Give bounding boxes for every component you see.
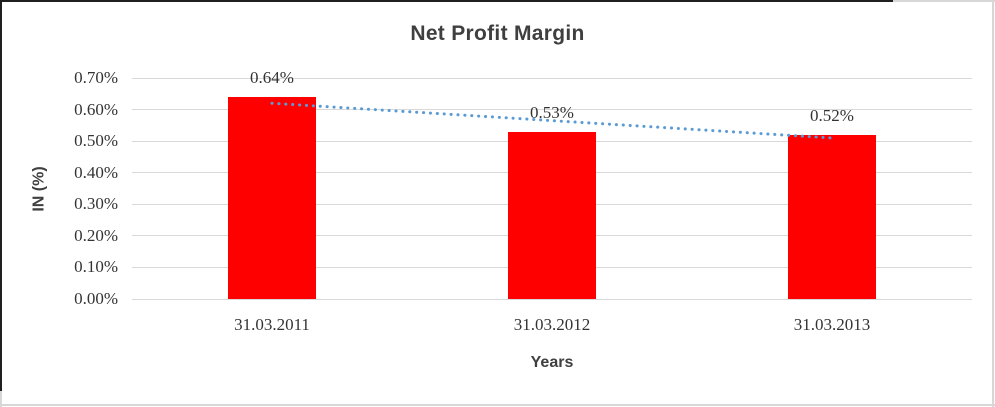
chart-title: Net Profit Margin <box>410 22 585 45</box>
x-category-label: 31.03.2012 <box>513 315 591 334</box>
frame-border-right <box>992 0 994 407</box>
y-tick-label: 0.30% <box>74 194 118 214</box>
frame-accent-border-top <box>0 0 893 2</box>
y-tick-label: 0.40% <box>74 162 118 182</box>
bar <box>788 134 876 299</box>
x-category-label: 31.03.2013 <box>793 315 871 334</box>
y-tick-label: 0.60% <box>74 99 118 119</box>
x-category-label: 31.03.2011 <box>234 315 310 334</box>
frame-accent-border-left <box>0 0 2 391</box>
bar-value-label: 0.52% <box>810 105 854 125</box>
bar-value-label: 0.53% <box>530 102 574 122</box>
y-tick-label: 0.70% <box>74 68 118 87</box>
frame-border-bottom <box>0 404 995 406</box>
y-tick-label: 0.20% <box>74 225 118 245</box>
gridline <box>132 77 972 79</box>
y-tick-label: 0.00% <box>74 289 118 308</box>
bar <box>508 131 596 299</box>
x-axis-title: Years <box>530 354 574 371</box>
y-tick-label: 0.10% <box>74 257 118 277</box>
bar <box>228 96 316 299</box>
bar-value-label: 0.64% <box>250 67 294 87</box>
y-tick-label: 0.50% <box>74 131 118 151</box>
gridline <box>132 298 972 300</box>
